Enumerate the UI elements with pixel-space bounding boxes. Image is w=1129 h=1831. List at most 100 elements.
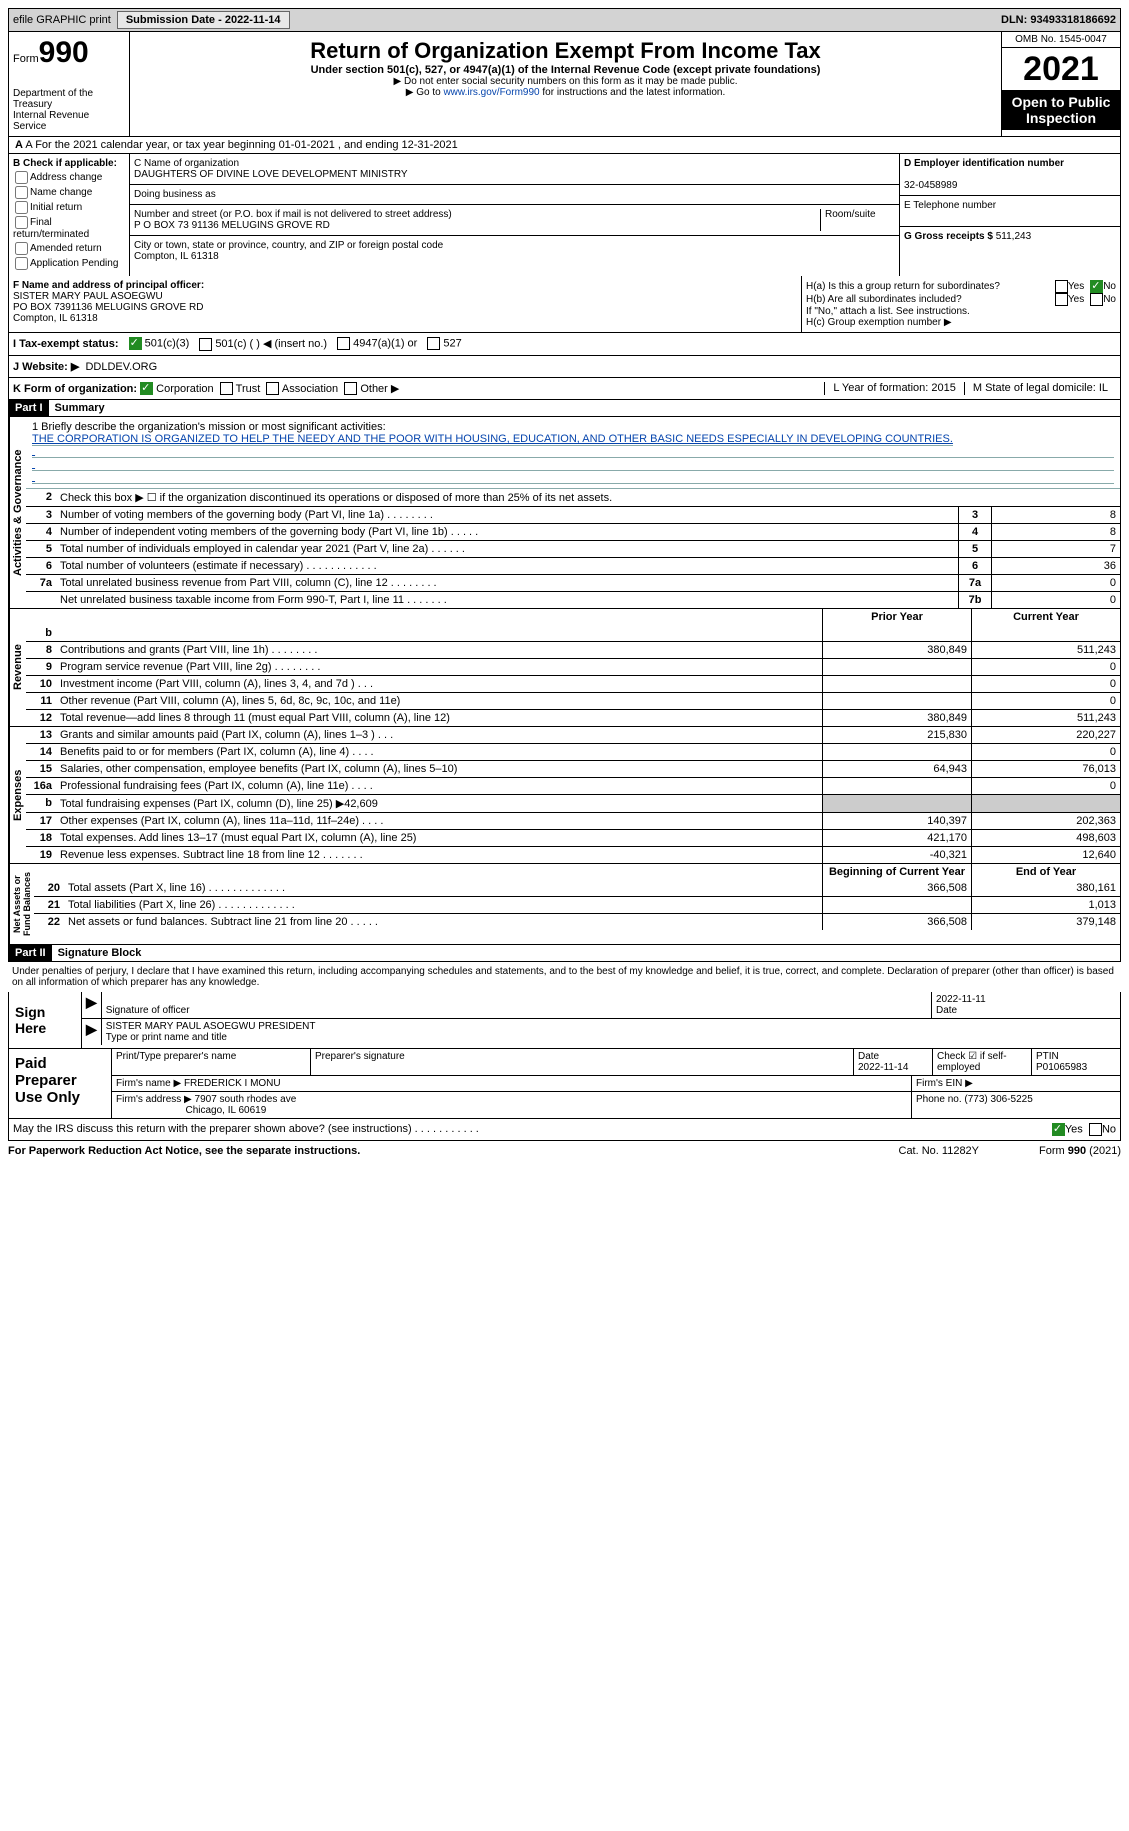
discuss-row: May the IRS discuss this return with the… — [8, 1119, 1121, 1141]
tax-exempt-status: I Tax-exempt status: 501(c)(3) 501(c) ( … — [8, 333, 1121, 356]
firm-addr1: 7907 south rhodes ave — [195, 1094, 297, 1105]
ein: 32-0458989 — [904, 180, 957, 191]
room-suite: Room/suite — [820, 209, 895, 231]
status-4947[interactable]: 4947(a)(1) or — [337, 337, 417, 350]
firm-name: FREDERICK I MONU — [184, 1078, 281, 1089]
cb-pending[interactable]: Application Pending — [13, 257, 125, 270]
firm-addr2: Chicago, IL 60619 — [185, 1105, 266, 1116]
sig-officer-label: Signature of officer — [106, 1005, 190, 1016]
arrow-icon: ▶ — [82, 1019, 102, 1045]
instr-1: ▶ Do not enter social security numbers o… — [136, 76, 995, 87]
summary-line: Net unrelated business taxable income fr… — [26, 591, 1120, 608]
summary-line: 19Revenue less expenses. Subtract line 1… — [26, 846, 1120, 863]
dba-box: Doing business as — [130, 185, 899, 205]
form-number: Form990 — [13, 36, 125, 70]
dln: DLN: 93493318186692 — [1001, 14, 1116, 26]
self-emp-check: Check ☑ if self-employed — [933, 1049, 1032, 1075]
summary-line: 14Benefits paid to or for members (Part … — [26, 743, 1120, 760]
part2-num: Part II — [9, 945, 52, 961]
end-header: End of Year — [971, 864, 1120, 880]
summary-line: 7aTotal unrelated business revenue from … — [26, 574, 1120, 591]
summary-line: 12Total revenue—add lines 8 through 11 (… — [26, 709, 1120, 726]
status-501c3[interactable]: 501(c)(3) — [129, 337, 190, 350]
side-governance: Activities & Governance — [9, 417, 26, 608]
summary-line: 22Net assets or fund balances. Subtract … — [34, 913, 1120, 930]
mission-text: THE CORPORATION IS ORGANIZED TO HELP THE… — [32, 433, 953, 446]
paid-preparer-block: Paid Preparer Use Only Print/Type prepar… — [8, 1049, 1121, 1119]
summary-line: 15Salaries, other compensation, employee… — [26, 760, 1120, 777]
arrow-icon: ▶ — [82, 992, 102, 1018]
org-name: DAUGHTERS OF DIVINE LOVE DEVELOPMENT MIN… — [134, 169, 408, 180]
summary-line: 21Total liabilities (Part X, line 26) . … — [34, 896, 1120, 913]
ptin: P01065983 — [1036, 1062, 1087, 1073]
year-formation: L Year of formation: 2015 — [824, 382, 964, 396]
omb-number: OMB No. 1545-0047 — [1002, 32, 1120, 48]
prior-header: Prior Year — [822, 609, 971, 625]
part2-title: Signature Block — [52, 947, 142, 959]
hb-note: If "No," attach a list. See instructions… — [806, 306, 1116, 317]
sig-declaration: Under penalties of perjury, I declare th… — [8, 962, 1121, 992]
form-header: Form990 Department of the Treasury Inter… — [8, 32, 1121, 137]
part1-title: Summary — [49, 402, 105, 414]
city-zip: Compton, IL 61318 — [134, 251, 219, 262]
side-net: Net Assets or Fund Balances — [9, 864, 34, 944]
instr-2: ▶ Go to www.irs.gov/Form990 for instruct… — [136, 87, 995, 98]
part1-num: Part I — [9, 400, 49, 416]
cb-final[interactable]: Final return/terminated — [13, 216, 125, 240]
efile-label: efile GRAPHIC print — [13, 14, 111, 26]
summary-line: 18Total expenses. Add lines 13–17 (must … — [26, 829, 1120, 846]
tax-year: 2021 — [1002, 48, 1120, 90]
col-de: D Employer identification number32-04589… — [899, 154, 1120, 276]
status-527[interactable]: 527 — [427, 337, 461, 350]
prep-sig-label: Preparer's signature — [311, 1049, 854, 1075]
footer: For Paperwork Reduction Act Notice, see … — [8, 1141, 1121, 1161]
cb-address[interactable]: Address change — [13, 171, 125, 184]
summary-line: 9Program service revenue (Part VIII, lin… — [26, 658, 1120, 675]
prep-date: 2022-11-14 — [858, 1062, 908, 1073]
hb-no[interactable]: No — [1090, 293, 1116, 306]
form-subtitle: Under section 501(c), 527, or 4947(a)(1)… — [136, 64, 995, 76]
open-inspection: Open to Public Inspection — [1002, 90, 1120, 130]
discuss-yes[interactable]: Yes — [1052, 1123, 1083, 1136]
discuss-no[interactable]: No — [1089, 1123, 1116, 1136]
street: P O BOX 73 91136 MELUGINS GROVE RD — [134, 220, 330, 231]
summary-line: bTotal fundraising expenses (Part IX, co… — [26, 794, 1120, 812]
summary-line: 3Number of voting members of the governi… — [26, 506, 1120, 523]
firm-phone: (773) 306-5225 — [964, 1094, 1032, 1105]
hb-yes[interactable]: Yes — [1055, 293, 1084, 306]
cb-initial[interactable]: Initial return — [13, 201, 125, 214]
form-of-org-row: K Form of organization: Corporation Trus… — [8, 378, 1121, 401]
cb-name[interactable]: Name change — [13, 186, 125, 199]
summary-line: 10Investment income (Part VIII, column (… — [26, 675, 1120, 692]
telephone-label: E Telephone number — [904, 200, 996, 211]
col-h-group: H(a) Is this a group return for subordin… — [801, 276, 1120, 332]
cb-amended[interactable]: Amended return — [13, 242, 125, 255]
col-f-officer: F Name and address of principal officer:… — [9, 276, 801, 332]
website-url: DDLDEV.ORG — [85, 361, 157, 373]
fh-row: F Name and address of principal officer:… — [8, 276, 1121, 333]
summary-line: 2Check this box ▶ ☐ if the organization … — [26, 489, 1120, 506]
summary-line: 6Total number of volunteers (estimate if… — [26, 557, 1120, 574]
summary-line: 11Other revenue (Part VIII, column (A), … — [26, 692, 1120, 709]
col-b-checkboxes: B Check if applicable: Address change Na… — [9, 154, 130, 276]
firm-ein-label: Firm's EIN ▶ — [912, 1076, 1120, 1091]
summary-line: 5Total number of individuals employed in… — [26, 540, 1120, 557]
hc-label: H(c) Group exemption number ▶ — [806, 317, 1116, 328]
ha-yes[interactable]: Yes — [1055, 280, 1084, 293]
summary-line: 20Total assets (Part X, line 16) . . . .… — [34, 880, 1120, 896]
sig-typed-name: SISTER MARY PAUL ASOEGWU PRESIDENT — [106, 1021, 316, 1032]
form-footer: Form 990 (2021) — [1039, 1145, 1121, 1157]
website-row: J Website: ▶ DDLDEV.ORG — [8, 356, 1121, 378]
prep-name-label: Print/Type preparer's name — [112, 1049, 311, 1075]
sign-here-label: Sign Here — [9, 992, 82, 1048]
summary-line: 4Number of independent voting members of… — [26, 523, 1120, 540]
col-c-org-info: C Name of organizationDAUGHTERS OF DIVIN… — [130, 154, 899, 276]
sig-date: 2022-11-11 — [936, 994, 986, 1005]
gross-receipts: 511,243 — [996, 231, 1031, 242]
paid-label: Paid Preparer Use Only — [9, 1049, 112, 1118]
paperwork-notice: For Paperwork Reduction Act Notice, see … — [8, 1145, 360, 1157]
status-501c[interactable]: 501(c) ( ) ◀ (insert no.) — [199, 337, 327, 351]
irs-link[interactable]: www.irs.gov/Form990 — [443, 87, 539, 98]
ha-no[interactable]: No — [1090, 280, 1116, 293]
state-domicile: M State of legal domicile: IL — [964, 382, 1116, 396]
